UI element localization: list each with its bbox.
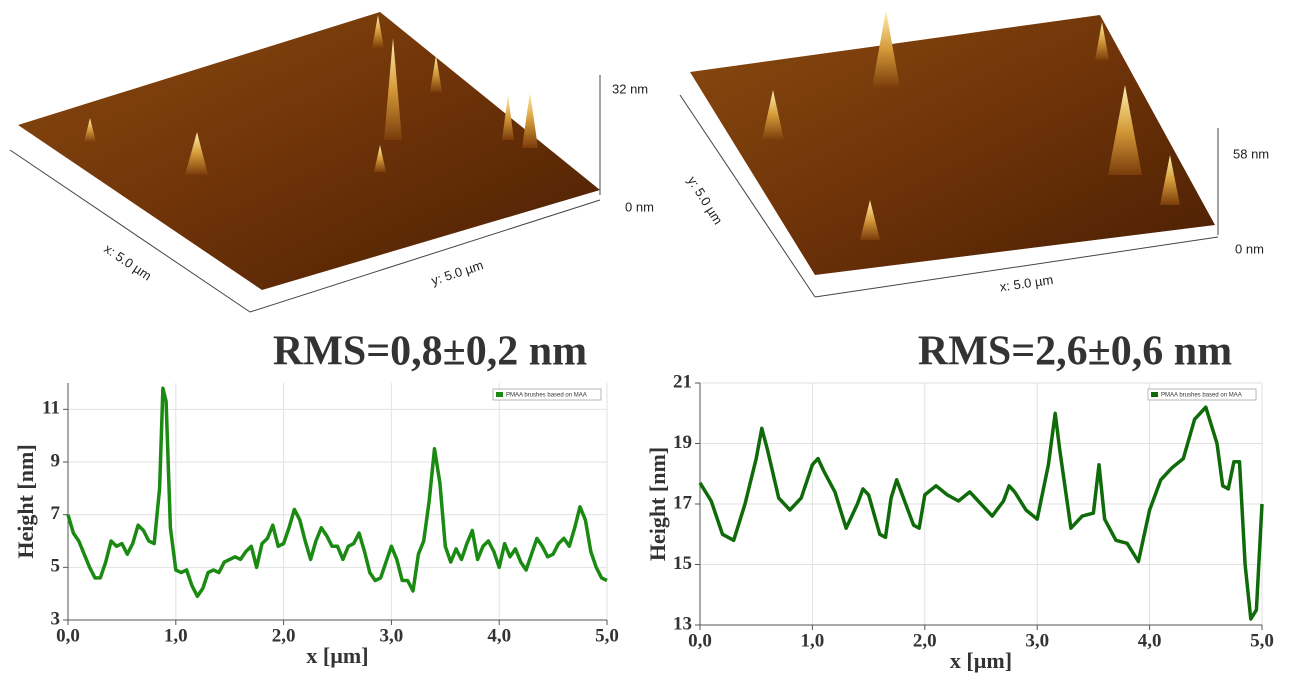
axis-line — [814, 236, 1219, 298]
peak — [384, 38, 402, 140]
line-chart: 0,0 1,0 2,0 3,0 4,0 5,0 13 15 17 19 21 x [µm] Height… — [645, 371, 1274, 673]
y-tick-label: 9 — [51, 450, 61, 471]
peak — [84, 118, 96, 142]
x-axis-label: x [µm] — [306, 643, 368, 668]
axis-line — [679, 94, 816, 298]
x-tick-label: 0,0 — [56, 625, 80, 646]
x-tick-label: 4,0 — [487, 625, 511, 646]
scale-max: 58 nm — [1233, 146, 1269, 161]
y-tick-label: 7 — [51, 503, 61, 524]
y-tick-label: 19 — [673, 432, 692, 453]
peak — [185, 132, 208, 175]
x-tick-label: 5,0 — [595, 625, 619, 646]
x-tick-label: 4,0 — [1138, 630, 1162, 651]
x-axis-label: x: 5.0 µm — [101, 241, 154, 283]
peak — [860, 200, 880, 240]
scale-min: 0 nm — [625, 199, 654, 214]
x-tick-label: 2,0 — [913, 630, 937, 651]
peak — [1108, 85, 1142, 175]
legend-swatch — [1151, 392, 1158, 397]
data-line — [66, 386, 608, 599]
y-axis-label: y: 5.0 µm — [685, 173, 726, 227]
surface — [690, 15, 1215, 275]
y-axis-label: Height [nm] — [645, 447, 670, 561]
scale-min: 0 nm — [1235, 241, 1264, 256]
peak — [522, 92, 538, 148]
x-tick-label: 3,0 — [1025, 630, 1049, 651]
legend-box — [492, 388, 602, 401]
surface — [18, 12, 600, 290]
afm-image-right: 58 nm 0 nm y: 5.0 µm x: 5.0 µm RMS=2,6±0… — [679, 10, 1269, 375]
x-tick-label: 1,0 — [164, 625, 188, 646]
peak — [1095, 22, 1109, 60]
peak — [502, 95, 514, 140]
legend-label: PMAA brushes based on MAA — [506, 393, 587, 399]
data-line — [698, 405, 1264, 621]
y-tick-label: 21 — [673, 371, 692, 392]
x-tick-label: 3,0 — [380, 625, 404, 646]
peak — [374, 145, 386, 172]
y-tick-label: 11 — [42, 398, 60, 419]
scale-max: 32 nm — [612, 81, 648, 96]
x-axis-label: x [µm] — [950, 648, 1012, 673]
peak — [872, 10, 900, 88]
y-tick-label: 13 — [673, 613, 692, 634]
y-axis-label: y: 5.0 µm — [429, 257, 485, 288]
x-tick-label: 0,0 — [688, 630, 712, 651]
x-axis-label: x: 5.0 µm — [999, 272, 1054, 294]
legend-label: PMAA brushes based on MAA — [1161, 393, 1242, 399]
line-chart: 0,0 1,0 2,0 3,0 4,0 5,0 3 5 7 9 11 x [µm] Height [nm… — [13, 383, 619, 668]
rms: RMS=2,6±0,6 nm — [918, 329, 1232, 375]
plot-area — [68, 383, 607, 620]
y-tick-label: 3 — [51, 608, 61, 629]
peak — [1160, 155, 1180, 205]
legend-box — [1147, 388, 1257, 401]
x-tick-label: 1,0 — [801, 630, 825, 651]
y-tick-label: 17 — [673, 492, 693, 513]
y-axis-label: Height [nm] — [13, 444, 38, 558]
y-tick-label: 15 — [673, 553, 692, 574]
legend-swatch — [496, 392, 503, 397]
rms: RMS=0,8±0,2 nm — [273, 329, 587, 375]
peak — [372, 15, 384, 48]
axis-line — [249, 199, 601, 313]
x-tick-label: 2,0 — [272, 625, 296, 646]
axis-line — [9, 149, 251, 313]
peak — [430, 55, 442, 92]
peak — [762, 90, 784, 140]
y-tick-label: 5 — [51, 556, 61, 577]
x-tick-label: 5,0 — [1250, 630, 1274, 651]
afm-image-left: 32 nm 0 nm x: 5.0 µm y: 5.0 µm RMS=0,8±0… — [9, 12, 654, 375]
